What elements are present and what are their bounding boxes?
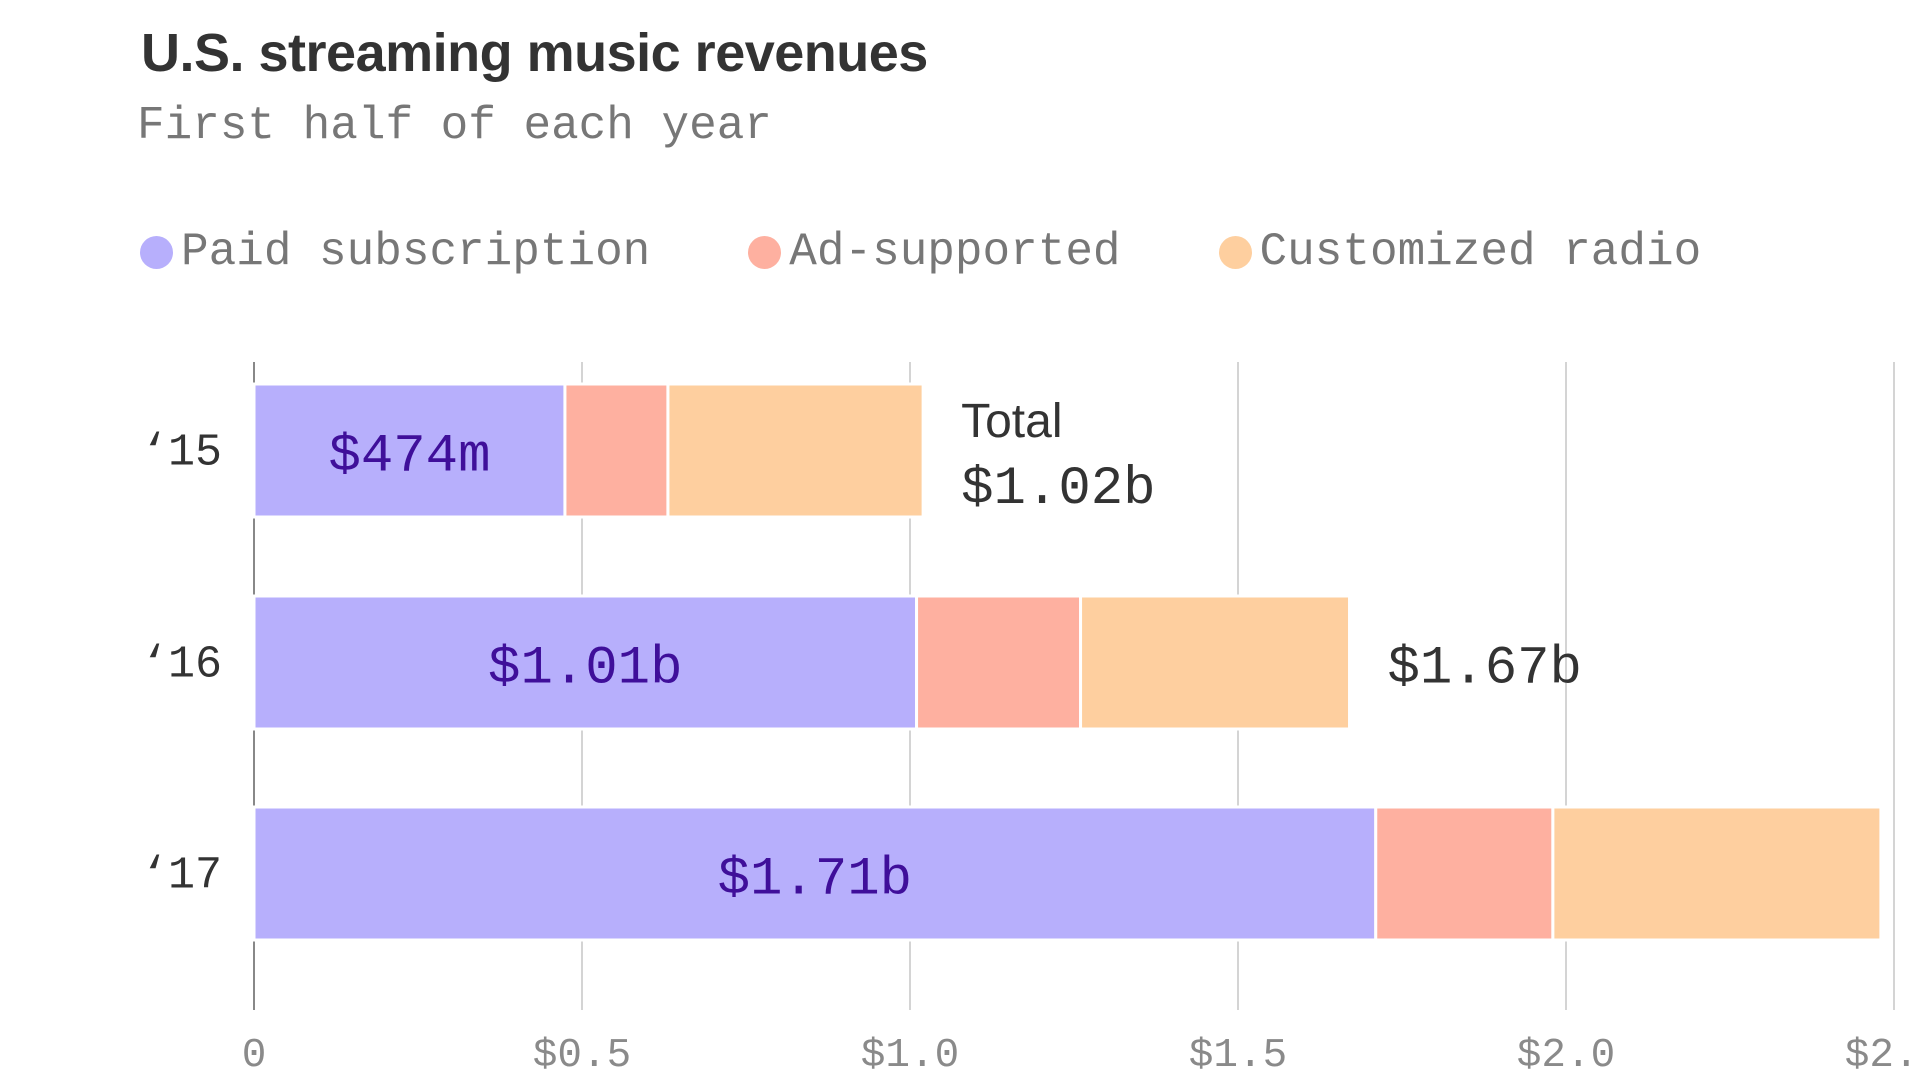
x-tick-label: 0	[242, 1033, 267, 1079]
x-tick-label: $0.5	[533, 1033, 631, 1079]
total-label: $1.67b	[1388, 639, 1582, 700]
legend-swatch-ad	[748, 235, 782, 269]
bar-value-label: $1.71b	[718, 850, 912, 911]
bar-segment-ad	[1374, 805, 1555, 942]
bar-value-label: $1.01b	[488, 639, 682, 700]
bar-value-label: $474m	[328, 427, 490, 488]
chart-title: U.S. streaming music revenues	[141, 23, 928, 83]
bar-segment-paid	[252, 805, 1378, 942]
legend-swatch-radio	[1218, 235, 1252, 269]
x-tick-label: $1.5	[1189, 1033, 1287, 1079]
y-tick-label: ‘17	[141, 851, 222, 902]
bar-segment-ad	[563, 382, 670, 519]
legend-item-radio: Customized radio	[1218, 226, 1702, 278]
x-tick-label: $2.5	[1845, 1033, 1920, 1079]
y-tick-label: ‘15	[141, 428, 222, 479]
legend-swatch-paid	[140, 235, 173, 269]
x-tick-label: $2.0	[1517, 1033, 1615, 1079]
x-tick-label: $1.0	[861, 1033, 959, 1079]
legend-label: Ad-supported	[789, 226, 1121, 278]
bar-segment-radio	[666, 382, 925, 519]
y-tick-label: ‘16	[141, 640, 222, 691]
legend-item-paid: Paid subscription	[140, 226, 650, 278]
chart-subtitle: First half of each year	[137, 100, 772, 152]
total-label: $1.02b	[961, 459, 1155, 520]
bar-segment-radio	[1551, 805, 1883, 942]
legend-label: Paid subscription	[181, 226, 651, 278]
total-caption: Total	[961, 395, 1062, 448]
legend: Paid subscription Ad-supported Customize…	[140, 226, 1799, 278]
bar-segment-ad	[915, 594, 1083, 731]
legend-label: Customized radio	[1259, 226, 1702, 278]
bar-segment-radio	[1079, 594, 1352, 731]
legend-item-ad: Ad-supported	[748, 226, 1121, 278]
